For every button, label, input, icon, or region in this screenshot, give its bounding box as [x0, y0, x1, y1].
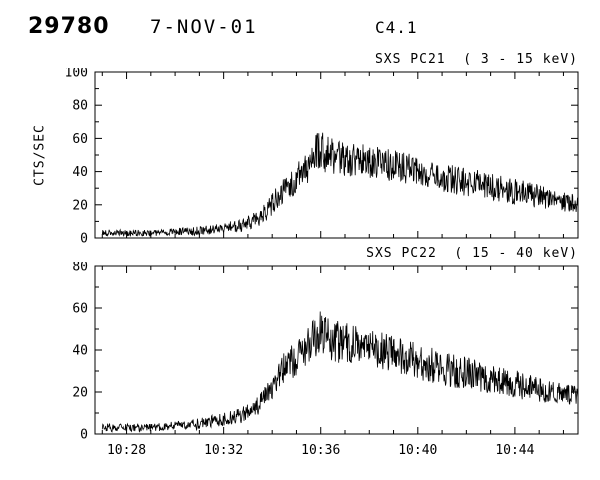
data-trace — [101, 311, 579, 433]
y-tick-label: 60 — [72, 302, 88, 317]
x-tick-label: 10:36 — [301, 443, 340, 458]
y-tick-label: 80 — [72, 262, 88, 275]
x-tick-label: 10:44 — [495, 443, 534, 458]
flare-class: C4.1 — [375, 18, 418, 37]
y-tick-label: 0 — [80, 232, 88, 245]
data-trace — [101, 132, 579, 237]
y-tick-label: 20 — [72, 386, 88, 401]
line-chart-pc22: 0 20 40 60 80 10:28 10:32 10:36 10:40 10:44 — [72, 262, 579, 458]
line-chart-pc21: 0 20 40 60 80 100 — [65, 68, 579, 245]
y-tick-label: 60 — [72, 132, 88, 147]
x-tick-label: 10:28 — [107, 443, 146, 458]
y-tick-label: 40 — [72, 344, 88, 359]
event-date: 7-NOV-01 — [150, 16, 258, 38]
x-tick-label: 10:40 — [398, 443, 437, 458]
y-tick-label: 20 — [72, 198, 88, 213]
plot-header: 29780 7-NOV-01 C4.1 — [0, 12, 600, 42]
x-tick-label: 10:32 — [204, 443, 243, 458]
event-number: 29780 — [28, 14, 110, 39]
y-tick-label: 100 — [65, 68, 88, 81]
y-tick-label: 0 — [80, 428, 88, 443]
panel-title-pc22: SXS PC22 ( 15 - 40 keV) — [366, 246, 578, 261]
plot-frame — [94, 265, 579, 435]
y-tick-label: 80 — [72, 99, 88, 114]
panel-title-pc21: SXS PC21 ( 3 - 15 keV) — [374, 52, 578, 67]
y-tick-label: 40 — [72, 165, 88, 180]
